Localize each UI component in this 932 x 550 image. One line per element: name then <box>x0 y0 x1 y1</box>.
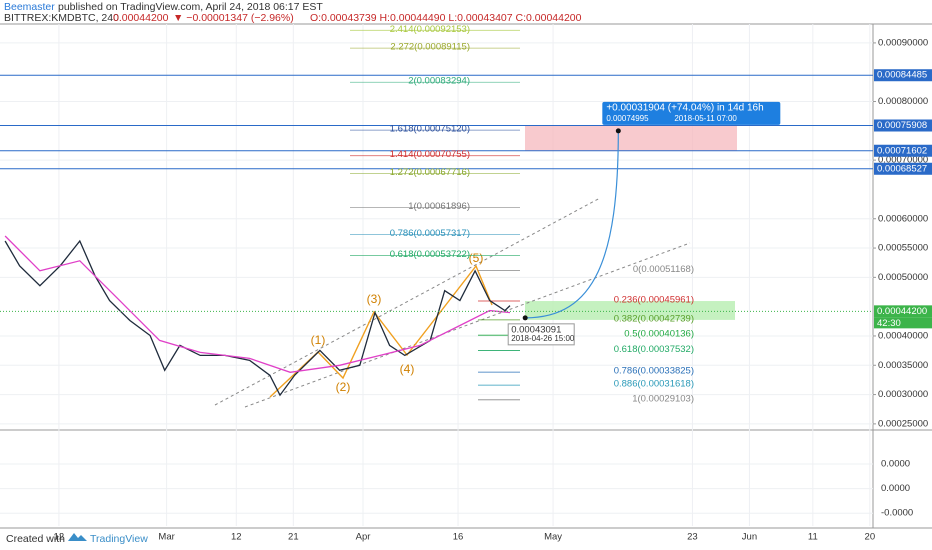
current-price-label: 0.00044200 <box>877 306 927 317</box>
fib-label: 0(0.00051168) <box>633 264 694 275</box>
fib-label: 0.236(0.00045961) <box>614 295 694 306</box>
fib-label: 2.272(0.00089115) <box>390 42 470 53</box>
y-tick-label: 0.00090000 <box>878 37 928 48</box>
start-date: 2018-04-26 15:00 <box>511 334 575 343</box>
countdown: 42:30 <box>877 318 901 329</box>
fib-label: 1.414(0.00070755) <box>390 149 470 160</box>
symbol: BITTREX:KMDBTC, 240 <box>4 12 119 24</box>
start-box <box>507 323 575 346</box>
x-tick-label: 20 <box>865 532 876 543</box>
fib-label: 0.5(0.00040136) <box>624 329 694 340</box>
x-tick-label: 23 <box>687 532 698 543</box>
level-label: 0.00075908 <box>877 120 927 131</box>
fib-label: 0.618(0.00037532) <box>614 344 694 355</box>
fib-label: 0.786(0.00057317) <box>390 228 470 239</box>
target-callout <box>602 101 781 125</box>
level-label: 0.00071602 <box>877 145 927 156</box>
fib-label: 0.886(0.00031618) <box>614 379 694 390</box>
wave-label: (1) <box>311 333 326 347</box>
current-price-tag <box>874 305 932 318</box>
y-tick-label: 0.00040000 <box>878 330 928 341</box>
y-tick-label: 0.00055000 <box>878 243 928 254</box>
wave-label: (5) <box>469 251 484 265</box>
trend-line <box>214 197 601 406</box>
ohlc: O:0.00043739 H:0.00044490 L:0.00043407 C… <box>310 12 582 24</box>
projection-end <box>615 128 621 134</box>
level-label: 0.00068527 <box>877 163 927 174</box>
author: Beemaster <box>4 1 55 13</box>
y-tick-label: 0.00060000 <box>878 213 928 224</box>
fib-label: 1.272(0.00067716) <box>390 167 470 178</box>
wave-label: (2) <box>336 380 351 394</box>
entry-zone <box>525 301 735 320</box>
y-tick-label: 0.00035000 <box>878 360 928 371</box>
x-tick-label: 12 <box>231 532 242 543</box>
y-tick-label: 0.00030000 <box>878 389 928 400</box>
last-price: 0.00044200 <box>113 12 169 24</box>
countdown-tag <box>874 317 932 329</box>
target-price: 0.00074995 <box>606 114 649 123</box>
x-tick-label: Apr <box>356 532 371 543</box>
projection-start <box>522 315 528 321</box>
fib-label: 1(0.00029103) <box>632 393 694 404</box>
footer-brand: TradingView <box>90 533 148 545</box>
wave-label: (4) <box>400 362 415 376</box>
price-line <box>4 235 511 373</box>
fib-label: 0.382(0.00042739) <box>614 313 694 324</box>
start-price: 0.00043091 <box>511 324 561 335</box>
x-tick-label: 11 <box>808 532 818 543</box>
y2-tick-label: -0.0000 <box>881 508 913 519</box>
level-tag <box>874 69 932 82</box>
x-tick-label: 16 <box>453 532 464 543</box>
projection-curve <box>525 130 619 319</box>
level-tag <box>874 162 932 175</box>
logo <box>68 533 87 541</box>
fib-label: 1(0.00061896) <box>408 201 470 212</box>
target-zone <box>525 125 737 151</box>
target-change: +0.00031904 (+74.04%) in 14d 16h <box>606 102 763 113</box>
fib-label: 2(0.00083294) <box>408 76 470 87</box>
x-tick-label: 12 <box>54 532 65 543</box>
price-line <box>4 239 511 397</box>
level-tag <box>874 144 932 157</box>
fib-label: 0.618(0.00053722) <box>390 249 470 260</box>
fib-label: 2.414(0.00092153) <box>390 24 470 35</box>
y2-tick-label: 0.0000 <box>881 459 910 470</box>
trend-line <box>244 242 691 408</box>
wave-label: (3) <box>367 292 382 306</box>
fib-label: 0.786(0.00033825) <box>614 366 694 377</box>
x-tick-label: Mar <box>158 532 174 543</box>
y-tick-label: 0.00050000 <box>878 272 928 283</box>
y-tick-label: 0.00025000 <box>878 418 928 429</box>
level-label: 0.00084485 <box>877 70 927 81</box>
x-tick-label: Jun <box>742 532 757 543</box>
footer-created: Created with <box>6 533 65 545</box>
y-tick-label: 0.00080000 <box>878 96 928 107</box>
change: ▼ −0.00001347 (−2.96%) <box>173 12 294 24</box>
level-tag <box>874 119 932 132</box>
target-date: 2018-05-11 07:00 <box>674 114 737 123</box>
x-tick-label: 21 <box>288 532 299 543</box>
published: published on TradingView.com, April 24, … <box>58 1 323 13</box>
y2-tick-label: 0.0000 <box>881 483 910 494</box>
fib-label: 1.618(0.00075120) <box>390 124 470 135</box>
x-tick-label: May <box>544 532 562 543</box>
y-tick-label: 0.00070000 <box>878 155 928 166</box>
